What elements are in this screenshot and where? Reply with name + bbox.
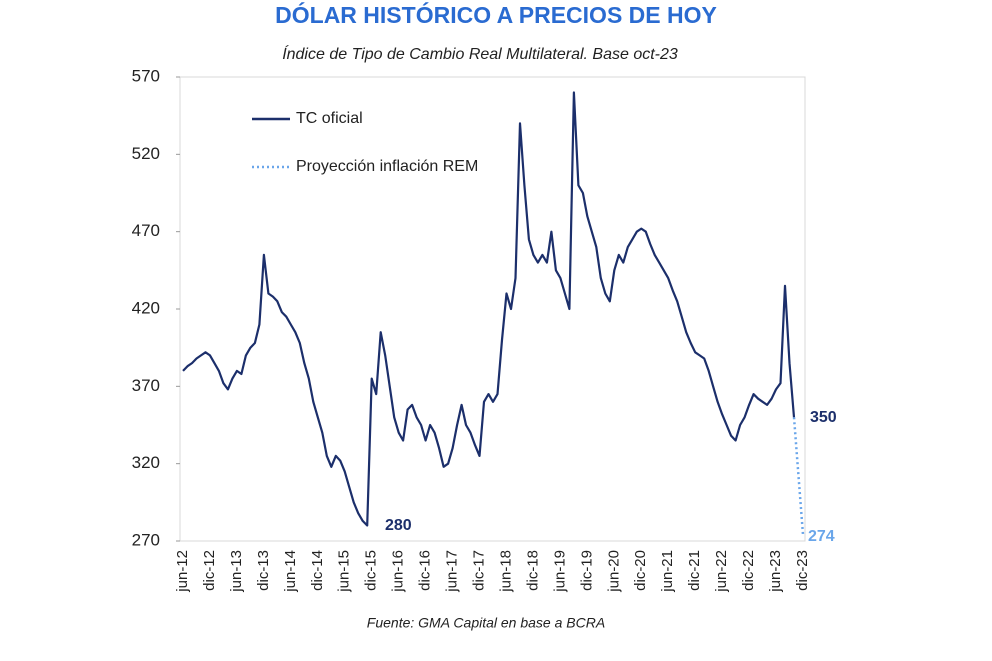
- x-tick-label: jun-16: [390, 550, 407, 593]
- x-tick-label: dic-13: [255, 550, 272, 591]
- chart-title: DÓLAR HISTÓRICO A PRECIOS DE HOY: [275, 1, 717, 28]
- x-tick-label: dic-16: [417, 550, 434, 591]
- chart-subtitle: Índice de Tipo de Cambio Real Multilater…: [282, 44, 678, 63]
- x-tick-label: dic-19: [578, 550, 595, 591]
- y-tick-label: 270: [132, 530, 160, 549]
- legend-label: TC oficial: [296, 110, 363, 127]
- x-tick-label: jun-14: [282, 550, 299, 593]
- y-tick-label: 370: [132, 376, 160, 395]
- series-line: [182, 91, 796, 527]
- x-tick-label: jun-23: [767, 550, 784, 593]
- plot-frame: [179, 76, 806, 542]
- x-tick-label: jun-18: [497, 550, 514, 593]
- series-line: [792, 417, 805, 535]
- annotation: 274: [808, 528, 835, 545]
- x-tick-label: dic-18: [524, 550, 541, 591]
- x-tick-label: dic-15: [363, 550, 380, 591]
- x-tick-label: jun-15: [336, 550, 353, 593]
- x-tick-label: jun-12: [174, 550, 191, 593]
- x-tick-label: dic-22: [740, 550, 757, 591]
- x-tick-label: dic-17: [470, 550, 487, 591]
- x-tick-label: dic-14: [309, 550, 326, 591]
- y-tick-label: 570: [132, 66, 160, 85]
- x-tick-label: dic-21: [686, 550, 703, 591]
- annotation: 280: [385, 517, 412, 534]
- x-tick-label: jun-17: [444, 550, 461, 593]
- x-tick-label: jun-22: [713, 550, 730, 593]
- x-tick-label: jun-20: [605, 550, 622, 593]
- x-tick-label: dic-20: [632, 550, 649, 591]
- y-tick-label: 520: [132, 144, 160, 163]
- source-note: Fuente: GMA Capital en base a BCRA: [367, 615, 605, 631]
- x-tick-label: dic-23: [794, 550, 811, 591]
- x-tick-label: dic-12: [201, 550, 218, 591]
- y-tick-label: 320: [132, 453, 160, 472]
- x-tick-label: jun-19: [551, 550, 568, 593]
- y-tick-label: 470: [132, 221, 160, 240]
- annotation: 350: [810, 409, 837, 426]
- y-tick-label: 420: [132, 298, 160, 317]
- x-tick-label: jun-21: [659, 550, 676, 593]
- x-tick-label: jun-13: [228, 550, 245, 593]
- legend-label: Proyección inflación REM: [296, 158, 478, 175]
